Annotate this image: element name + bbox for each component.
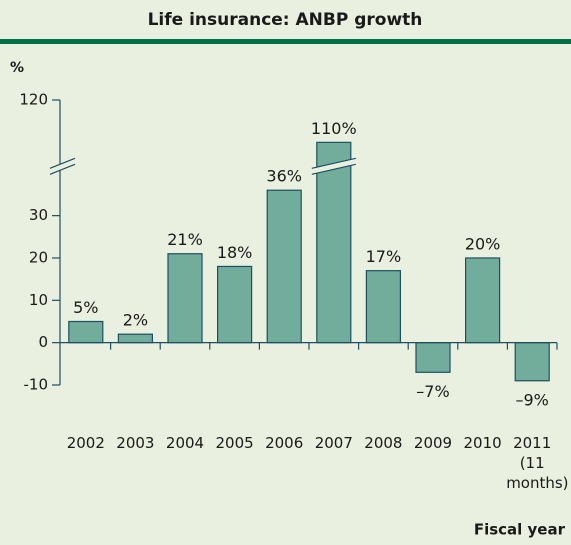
bar — [316, 141, 352, 344]
bar — [465, 257, 501, 344]
value-label: –9% — [516, 390, 549, 409]
x-tick-label: 2009 — [413, 434, 453, 452]
y-tick-label: 120 — [19, 91, 48, 109]
y-tick-label: 10 — [29, 291, 48, 309]
bar — [514, 342, 550, 382]
value-label: 18% — [217, 243, 253, 262]
x-axis-label: Fiscal year — [474, 521, 566, 539]
bar — [117, 333, 154, 344]
axis-break — [311, 157, 356, 169]
value-label: 21% — [167, 230, 203, 249]
x-tick-label: 2006 — [265, 434, 304, 452]
axis-break-gap — [311, 158, 356, 175]
bar — [266, 189, 302, 344]
x-tick-label: 2005 — [215, 434, 254, 452]
x-tick-label: 2010 — [463, 434, 502, 452]
value-label: 20% — [465, 234, 501, 253]
bar — [217, 265, 253, 344]
x-tick-label: 2004 — [165, 434, 205, 452]
y-tick-label: -10 — [24, 376, 49, 394]
value-label: 2% — [123, 311, 148, 330]
x-tick-label: 2011 (11 months) — [506, 434, 569, 492]
x-tick-label: 2008 — [364, 434, 403, 452]
value-label: 5% — [73, 298, 98, 317]
title-rule — [0, 39, 571, 44]
value-label: 17% — [366, 247, 402, 266]
bar — [415, 342, 451, 373]
y-axis-label: % — [10, 60, 24, 76]
axis-break — [49, 157, 76, 169]
value-label: 36% — [266, 167, 302, 186]
y-tick-label: 30 — [29, 206, 48, 224]
axis-break — [311, 163, 356, 175]
x-tick-label: 2002 — [66, 434, 105, 452]
x-tick-label: 2007 — [314, 434, 353, 452]
value-label: –7% — [416, 382, 449, 401]
axis-break-gap — [50, 158, 75, 175]
y-tick-label: 20 — [29, 248, 48, 266]
value-label: 110% — [311, 119, 357, 138]
chart-title: Life insurance: ANBP growth — [148, 10, 423, 30]
axis-break — [49, 163, 76, 175]
bar — [68, 320, 104, 344]
bar — [167, 253, 203, 344]
bar — [365, 270, 401, 344]
y-tick-label: 0 — [38, 333, 48, 351]
x-tick-label: 2003 — [116, 434, 155, 452]
